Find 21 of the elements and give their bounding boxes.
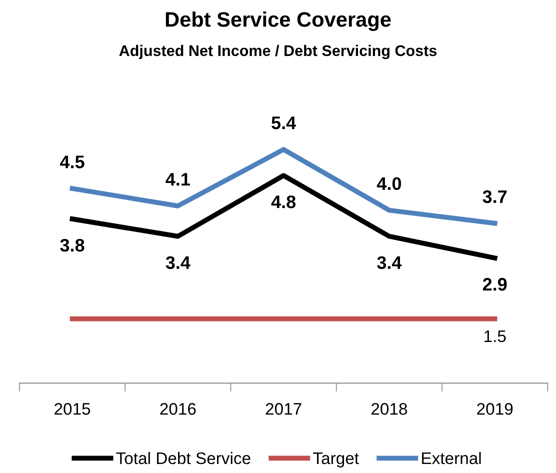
data-label: 5.4 <box>272 116 296 130</box>
data-label: 2.9 <box>482 278 507 291</box>
legend-label: External <box>422 452 481 464</box>
x-tick-label: 2016 <box>160 403 196 415</box>
data-label: 3.4 <box>377 256 402 270</box>
data-label: 3.7 <box>482 190 507 204</box>
chart-subtitle: Adjusted Net Income / Debt Servicing Costs <box>119 44 437 60</box>
legend-label: Total Debt Service <box>116 452 250 464</box>
data-label: 1.5 <box>484 330 506 342</box>
data-label: 3.4 <box>166 256 190 270</box>
data-label: 4.8 <box>271 195 296 208</box>
x-tick-label: 2015 <box>54 403 90 415</box>
data-label: 3.8 <box>60 238 84 252</box>
x-tick-label: 2018 <box>372 403 408 415</box>
chart-title: Debt Service Coverage <box>166 12 391 32</box>
legend-label: Target <box>313 452 359 468</box>
data-label: 4.5 <box>60 156 84 168</box>
data-label: 4.0 <box>376 177 402 190</box>
data-label: 4.1 <box>166 173 190 186</box>
x-tick-label: 2017 <box>266 403 302 415</box>
x-tick-label: 2019 <box>477 403 513 415</box>
